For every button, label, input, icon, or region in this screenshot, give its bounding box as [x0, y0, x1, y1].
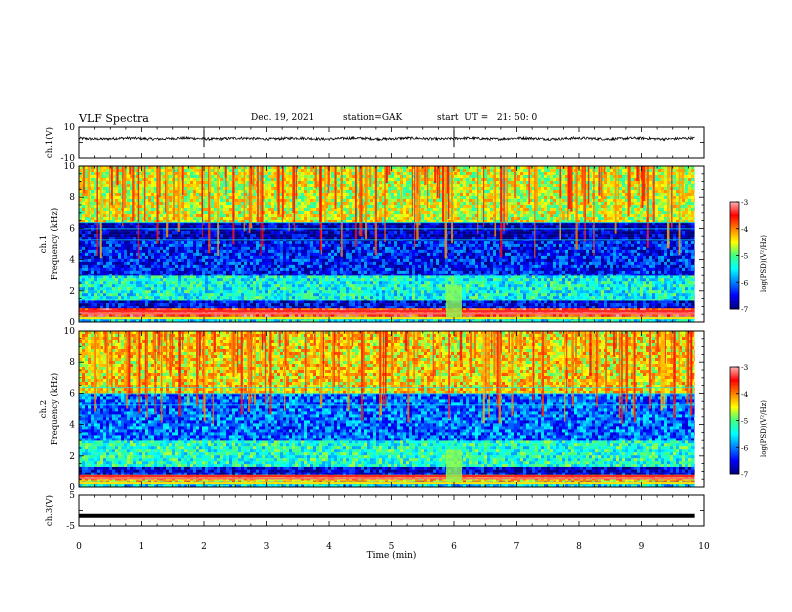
ch1-spectrogram-image — [79, 166, 698, 323]
y-tick-label: 0 — [69, 483, 75, 493]
ch3-ylabel: ch.3(V) — [44, 495, 55, 526]
y-tick-label: 8 — [69, 193, 75, 203]
ch1-colorbar — [730, 202, 739, 310]
y-tick-label: 6 — [69, 389, 75, 399]
x-tick-label: 7 — [514, 542, 520, 552]
x-tick-label: 8 — [576, 542, 582, 552]
ch2-colorbar — [730, 367, 739, 475]
ch2-spectrogram-image — [79, 331, 698, 488]
colorbar-tick-label: -7 — [741, 305, 749, 314]
x-tick-label: 1 — [139, 542, 145, 552]
x-axis-label: Time (min) — [367, 550, 417, 561]
header-start-time: start UT = 21: 50: 0 — [437, 113, 537, 123]
x-tick-label: 4 — [326, 542, 332, 552]
y-tick-label: 0 — [69, 318, 75, 328]
x-tick-label: 0 — [76, 542, 82, 552]
y-tick-label: 10 — [64, 327, 76, 337]
ch1-ylabel-frequency: Frequency (kHz) — [49, 208, 60, 280]
colorbar-tick-label: -7 — [741, 470, 749, 479]
ch2-ylabel-channel: ch.2 — [39, 400, 49, 418]
y-tick-label: 2 — [69, 287, 75, 297]
header-station: station=GAK — [343, 113, 402, 123]
colorbar-tick-label: -3 — [741, 198, 749, 207]
x-tick-label: 2 — [201, 542, 207, 552]
y-tick-label: 5 — [69, 491, 75, 501]
header-title: VLF Spectra — [79, 112, 149, 125]
no-data-region — [694, 331, 704, 487]
y-tick-label: 8 — [69, 358, 75, 368]
y-tick-label: 10 — [64, 123, 76, 133]
y-tick-label: 4 — [69, 421, 75, 431]
colorbar-tick-label: -4 — [741, 390, 749, 399]
header-date: Dec. 19, 2021 — [251, 113, 314, 123]
y-tick-label: 2 — [69, 452, 75, 462]
ch1-ylabel: ch.1(V) — [44, 127, 55, 158]
colorbar-tick-label: -5 — [741, 252, 749, 261]
y-tick-label: -10 — [61, 154, 76, 164]
ch1-ylabel-channel: ch.1 — [39, 235, 49, 253]
x-tick-label: 3 — [264, 542, 270, 552]
x-tick-label: 10 — [698, 542, 710, 552]
colorbar-tick-label: -3 — [741, 363, 749, 372]
x-tick-label: 9 — [639, 542, 645, 552]
y-tick-label: -5 — [66, 522, 75, 532]
y-tick-label: 6 — [69, 224, 75, 234]
ch1-waveform-trace — [78, 135, 695, 142]
ch2-ylabel-frequency: Frequency (kHz) — [49, 373, 60, 445]
colorbar-tick-label: -6 — [741, 278, 749, 287]
ch1-waveform-frame — [78, 126, 705, 159]
colorbar-label: log(PSD)(V²/Hz) — [760, 235, 768, 292]
x-tick-label: 5 — [389, 542, 395, 552]
colorbar-tick-label: -4 — [741, 225, 749, 234]
colorbar-tick-label: -5 — [741, 417, 749, 426]
colorbar-label: log(PSD)(V²/Hz) — [760, 400, 768, 457]
x-tick-label: 6 — [451, 542, 457, 552]
no-data-region — [694, 166, 704, 322]
y-tick-label: 10 — [64, 162, 76, 172]
colorbar-tick-label: -6 — [741, 443, 749, 452]
y-tick-label: 4 — [69, 256, 75, 266]
